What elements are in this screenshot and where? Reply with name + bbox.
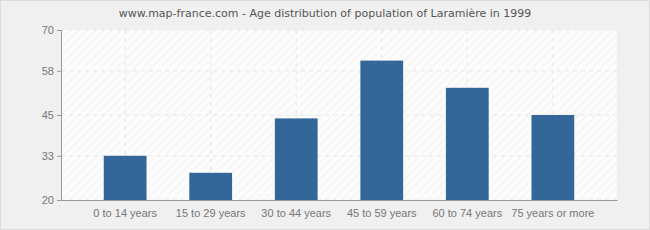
title: www.map-france.com - Age distribution of… (119, 7, 532, 20)
tick: 60 to 74 years (432, 200, 502, 219)
bars (104, 61, 574, 200)
tick-mark (57, 30, 61, 31)
grid-line (61, 30, 617, 31)
tick: 45 to 59 years (347, 200, 417, 219)
tick-label: 20 (42, 194, 54, 206)
tick-mark (57, 115, 61, 116)
tick: 45 (42, 109, 61, 121)
tick: 75 years or more (511, 200, 594, 219)
bar (104, 156, 147, 200)
x-axis: 0 to 14 years 15 to 29 years 30 to 44 year… (62, 200, 618, 219)
chart: www.map-france.com - Age distribution of… (0, 0, 650, 230)
tick-mark (57, 156, 61, 157)
tick-label: 75 years or more (511, 207, 594, 219)
background (1, 1, 650, 230)
axis-line (57, 31, 62, 201)
bar (360, 61, 403, 200)
tick: 30 to 44 years (261, 200, 331, 219)
bar (531, 115, 574, 200)
tick: 20 (42, 194, 61, 206)
tick: 0 to 14 years (93, 200, 157, 219)
tick-label: 45 (42, 109, 54, 121)
tick-label: 15 to 29 years (176, 207, 246, 219)
tick-mark (57, 71, 61, 72)
y-axis: 20 33 45 58 70 (42, 24, 62, 206)
bar (189, 173, 232, 200)
tick-label: 60 to 74 years (432, 207, 502, 219)
tick: 15 to 29 years (176, 200, 246, 219)
plot-area (61, 30, 617, 200)
grid-line (61, 70, 617, 71)
tick-label: 0 to 14 years (93, 207, 157, 219)
tick: 33 (42, 150, 61, 162)
bar (446, 88, 489, 200)
tick-label: 30 to 44 years (261, 207, 331, 219)
plot: 20 33 45 58 70 0 to 14 years 15 to 29 years 30 … (42, 24, 618, 219)
tick-mark (57, 200, 61, 201)
tick: 70 (42, 24, 61, 36)
tick-label: 45 to 59 years (347, 207, 417, 219)
tick-label: 58 (42, 65, 54, 77)
tick: 58 (42, 65, 61, 77)
bar (275, 118, 318, 200)
axis-line (62, 200, 618, 201)
tick-label: 70 (42, 24, 54, 36)
tick-label: 33 (42, 150, 54, 162)
